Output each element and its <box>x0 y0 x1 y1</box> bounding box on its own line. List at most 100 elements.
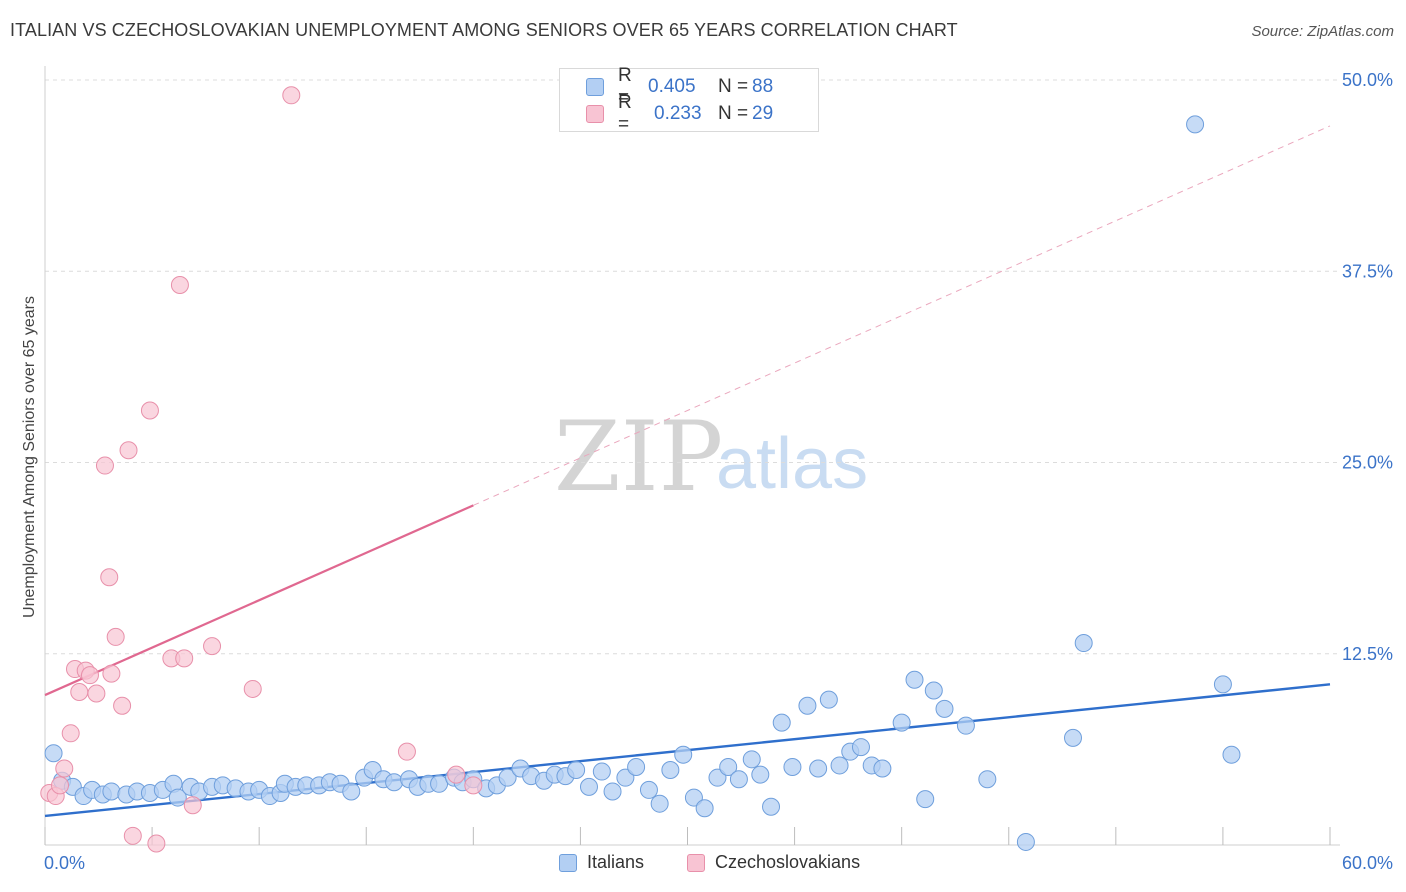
point-italians <box>956 716 975 735</box>
legend-n-value-italians: 88 <box>752 76 774 97</box>
point-czechoslovakians <box>203 637 222 656</box>
point-italians <box>430 774 449 793</box>
axes <box>44 66 1340 846</box>
point-italians <box>342 782 361 801</box>
watermark-zip: ZIP <box>554 401 723 513</box>
point-italians <box>650 794 669 813</box>
point-italians <box>830 756 849 775</box>
point-czechoslovakians <box>170 276 189 295</box>
point-italians <box>719 757 738 776</box>
point-czechoslovakians <box>80 666 99 685</box>
y-tick-label: 12.5% <box>1342 644 1393 664</box>
point-italians <box>385 773 404 792</box>
point-italians <box>661 761 680 780</box>
point-italians <box>892 713 911 732</box>
point-italians <box>772 713 791 732</box>
point-italians <box>916 790 935 809</box>
bottom-legend-czechoslovakians: Czechoslovakians <box>687 852 860 873</box>
trend-line-czechoslovakians-extension <box>473 125 1331 506</box>
point-italians <box>1064 728 1082 747</box>
watermark-atlas: atlas <box>716 424 868 504</box>
point-italians <box>783 757 802 776</box>
point-italians <box>592 762 611 781</box>
point-italians <box>729 770 748 789</box>
point-italians <box>905 670 924 689</box>
point-czechoslovakians <box>55 759 74 778</box>
legend-row-italians: R = 0.405 N = 88 <box>586 65 774 108</box>
point-italians <box>708 768 727 787</box>
y-tick-label: 25.0% <box>1342 453 1393 473</box>
point-czechoslovakians <box>140 401 159 420</box>
point-czechoslovakians <box>119 441 138 460</box>
legend-r-value-italians: 0.405 <box>648 76 696 97</box>
source-attribution: Source: ZipAtlas.com <box>1251 23 1394 40</box>
y-tick-label: 50.0% <box>1342 70 1393 90</box>
point-italians <box>1074 634 1093 653</box>
point-italians <box>935 699 954 718</box>
point-italians <box>639 780 658 799</box>
legend-row-czechoslovakians: R = 0.233 N = 29 <box>586 92 773 135</box>
point-italians <box>762 797 781 816</box>
point-czechoslovakians <box>87 684 106 703</box>
point-czechoslovakians <box>147 834 166 853</box>
tick-labels: 12.5% 25.0% 37.5% 50.0% 0.0% 60.0% <box>44 70 1393 873</box>
legend-swatch-czechoslovakians <box>586 105 604 123</box>
legend-swatch-italians <box>559 853 577 872</box>
point-italians <box>1016 832 1035 851</box>
point-italians <box>1222 745 1241 764</box>
point-italians <box>924 681 943 700</box>
point-czechoslovakians <box>106 627 125 646</box>
point-czechoslovakians <box>397 742 416 761</box>
point-italians <box>498 768 517 787</box>
point-italians <box>695 799 714 818</box>
legend-label-italians: Italians <box>587 852 645 872</box>
point-czechoslovakians <box>282 86 301 105</box>
legend-label-czechoslovakians: Czechoslovakians <box>715 852 861 872</box>
point-czechoslovakians <box>447 765 466 784</box>
point-italians <box>851 738 870 757</box>
point-czechoslovakians <box>175 649 194 668</box>
point-italians <box>1213 675 1232 694</box>
point-czechoslovakians <box>243 679 262 698</box>
point-czechoslovakians <box>95 456 114 475</box>
point-czechoslovakians <box>464 776 483 795</box>
legend-n-label: N = <box>718 103 749 124</box>
point-czechoslovakians <box>50 776 69 795</box>
point-italians <box>798 696 817 715</box>
chart-title: ITALIAN VS CZECHOSLOVAKIAN UNEMPLOYMENT … <box>10 20 958 40</box>
point-italians <box>567 761 586 780</box>
x-tick-label-max: 60.0% <box>1342 853 1393 873</box>
point-italians <box>978 770 997 789</box>
legend-r-label: R = <box>618 92 632 135</box>
y-tick-label: 37.5% <box>1342 261 1393 281</box>
point-czechoslovakians <box>123 826 142 845</box>
point-italians <box>809 759 828 778</box>
bottom-legend-italians: Italians <box>559 852 644 873</box>
trend-line-czechoslovakians <box>44 504 474 697</box>
correlation-legend: R = 0.405 N = 88 R = 0.233 N = 29 <box>559 65 819 135</box>
point-italians <box>168 788 187 807</box>
data-points <box>40 86 1241 853</box>
point-italians <box>742 750 761 769</box>
point-italians <box>627 757 646 776</box>
point-italians <box>751 765 770 784</box>
legend-swatch-italians <box>586 78 604 96</box>
point-italians <box>819 690 838 709</box>
legend-swatch-czechoslovakians <box>687 853 705 872</box>
watermark: ZIP atlas <box>554 401 868 513</box>
legend-r-label: R = <box>618 65 632 108</box>
point-czechoslovakians <box>100 568 119 587</box>
legend-n-label: N = <box>718 76 749 97</box>
legend-r-value-czechoslovakians: 0.233 <box>654 103 702 124</box>
point-italians <box>616 768 635 787</box>
point-italians <box>873 759 892 778</box>
point-italians <box>603 782 622 801</box>
point-czechoslovakians <box>70 683 89 701</box>
grid-lines <box>45 79 1340 655</box>
point-czechoslovakians <box>113 696 132 715</box>
point-czechoslovakians <box>183 796 202 815</box>
point-czechoslovakians <box>102 664 121 683</box>
x-tick-label-min: 0.0% <box>44 853 85 873</box>
point-italians <box>684 788 703 807</box>
